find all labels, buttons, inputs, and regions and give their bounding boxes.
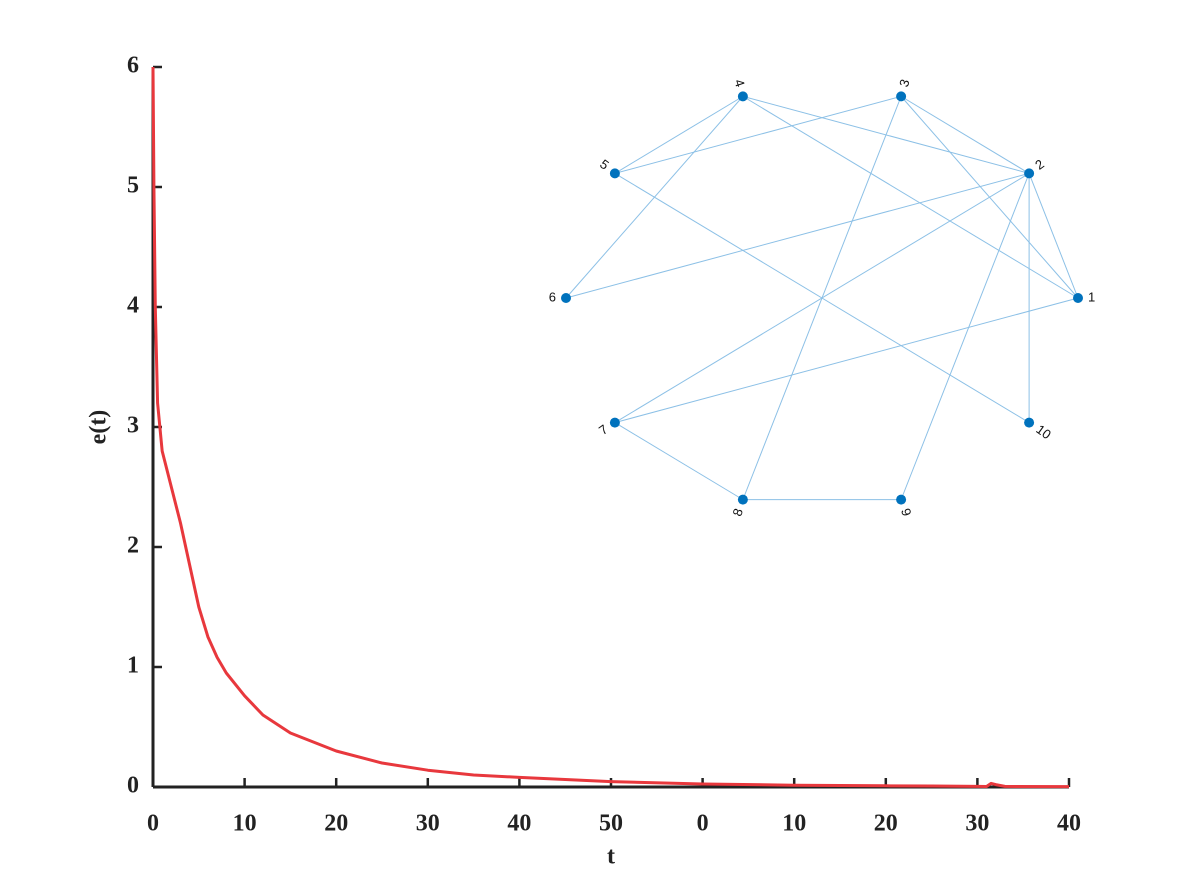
graph-edge: [1028, 173, 1079, 299]
node-label: 1: [1088, 289, 1095, 304]
graph-edge: [614, 95, 902, 174]
x-tick-label: 0: [147, 811, 159, 837]
x-tick-label: 40: [507, 811, 531, 837]
y-tick-label: 2: [127, 533, 139, 559]
x-axis-label: t: [607, 844, 615, 870]
y-tick-label: 5: [127, 173, 139, 199]
node-label: 4: [731, 77, 748, 89]
node-label: 10: [1033, 422, 1054, 443]
graph-edge: [614, 297, 1079, 424]
y-tick-label: 0: [127, 773, 139, 799]
y-tick-label: 6: [127, 53, 139, 79]
y-tick-label: 3: [127, 413, 139, 439]
graph-node: [561, 293, 571, 303]
x-tick-label: 30: [416, 811, 440, 837]
graph-edge: [614, 422, 744, 501]
graph-edge: [900, 95, 1030, 174]
graph-node: [737, 494, 748, 505]
graph-node: [1024, 417, 1035, 428]
x-tick-label: 20: [324, 811, 348, 837]
x-tick-label: 10: [233, 811, 257, 837]
node-label: 7: [596, 422, 611, 438]
y-tick-label: 4: [127, 293, 139, 319]
x-tick-label: 50: [599, 811, 623, 837]
graph-node: [1024, 168, 1035, 179]
x-tick-label: 30: [965, 811, 989, 837]
node-label: 6: [549, 289, 556, 304]
graph-edge: [614, 172, 1030, 424]
node-label: 5: [597, 156, 612, 172]
graph-edge: [565, 172, 1030, 299]
graph-edge: [742, 95, 1079, 299]
data-line: [151, 66, 1070, 789]
graph-node: [896, 494, 907, 505]
x-tick-label: 40: [1057, 811, 1081, 837]
graph-node: [609, 168, 620, 179]
graph-edge: [614, 95, 744, 174]
graph-node: [896, 91, 907, 102]
x-tick-label: 10: [782, 811, 806, 837]
node-label: 2: [1032, 156, 1047, 172]
graph-edge: [900, 173, 1030, 500]
x-tick-label: 0: [697, 811, 709, 837]
node-label: 9: [898, 506, 915, 518]
graph-node: [1073, 293, 1083, 303]
node-label: 8: [729, 506, 746, 518]
graph-node: [737, 91, 748, 102]
y-tick-label: 1: [127, 653, 139, 679]
y-axis-label: e(t): [86, 410, 112, 445]
graph-node: [609, 417, 620, 428]
x-tick-label: 20: [874, 811, 898, 837]
node-label: 3: [896, 77, 913, 89]
